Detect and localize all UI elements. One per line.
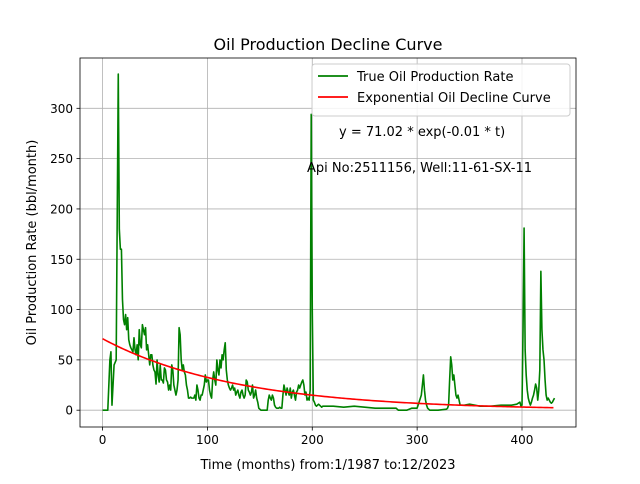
legend-box xyxy=(311,63,571,117)
x-tick-label: 400 xyxy=(511,433,534,447)
axis-ticks: 0 100 200 300 400 0 50 100 150 200 250 300 xyxy=(50,102,533,447)
data-lines xyxy=(102,73,556,411)
y-axis-label: Oil Production Rate (bbl/month) xyxy=(25,140,40,346)
plot-frame xyxy=(79,57,577,428)
well-info-annotation: Api No:2511156, Well:11-61-SX-11 xyxy=(307,161,532,176)
y-tick-label: 50 xyxy=(58,353,73,367)
true-production-rate-line xyxy=(102,73,556,411)
x-tick-label: 100 xyxy=(196,433,219,447)
exponential-decline-curve-line xyxy=(102,338,554,409)
y-tick-label: 300 xyxy=(50,102,73,116)
legend: True Oil Production Rate Exponential Oil… xyxy=(311,63,571,117)
y-tick-label: 250 xyxy=(50,152,73,166)
y-tick-label: 0 xyxy=(65,404,73,418)
x-axis-label: Time (months) from:1/1987 to:12/2023 xyxy=(199,458,455,473)
y-tick-label: 200 xyxy=(50,202,73,216)
chart-title: Oil Production Decline Curve xyxy=(214,35,443,54)
x-tick-label: 0 xyxy=(99,433,107,447)
legend-label-true-rate: True Oil Production Rate xyxy=(356,70,513,85)
x-tick-label: 200 xyxy=(301,433,324,447)
y-tick-label: 150 xyxy=(50,253,73,267)
x-tick-label: 300 xyxy=(406,433,429,447)
y-tick-label: 100 xyxy=(50,303,73,317)
fit-equation-annotation: y = 71.02 * exp(-0.01 * t) xyxy=(339,125,505,140)
legend-label-exp-curve: Exponential Oil Decline Curve xyxy=(357,91,551,106)
